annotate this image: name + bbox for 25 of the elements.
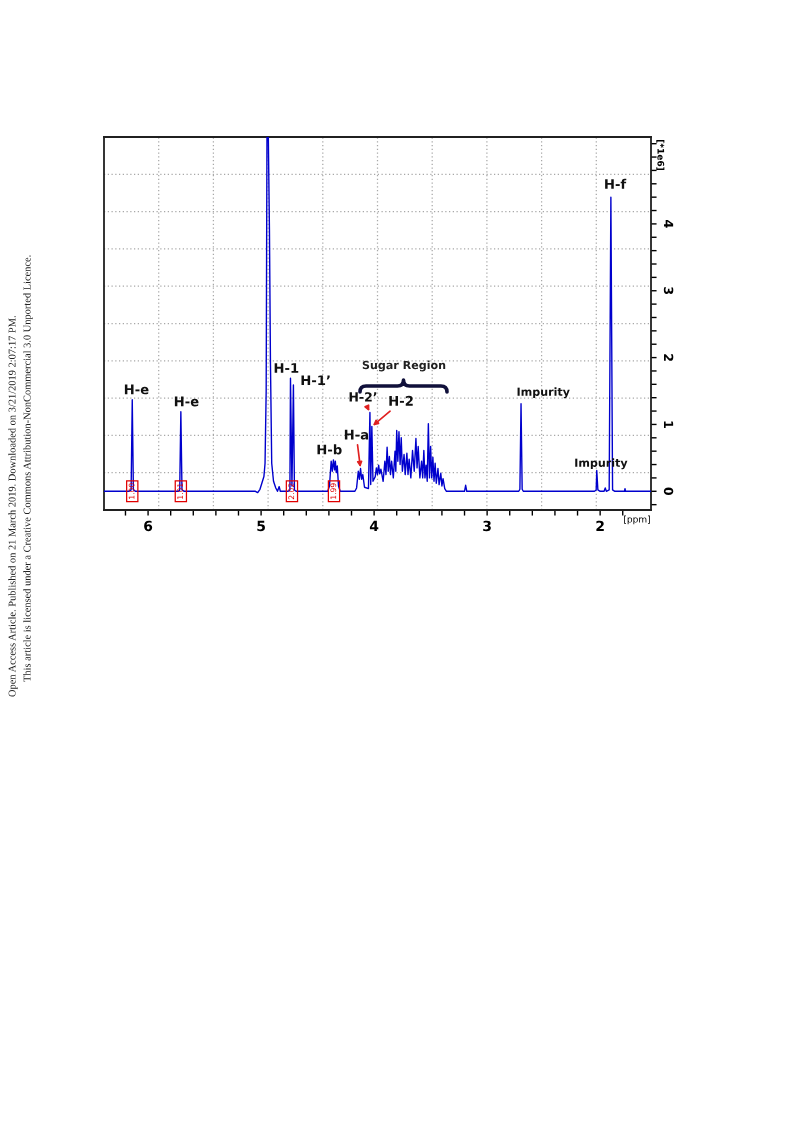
x-tick-label: 5 — [257, 520, 265, 532]
y-tick-label: 2 — [664, 354, 674, 361]
y-tick-label: 3 — [663, 287, 674, 295]
x-tick-label: 3 — [483, 520, 491, 532]
x-tick-label: 6 — [144, 520, 153, 532]
annotation: H-f — [605, 178, 627, 189]
y-axis-title: [*1e6] — [656, 139, 665, 171]
text: This article is licensed under a Creative Commons Attribution-NonCommercial 3.0 Unported Licence. — [23, 255, 33, 682]
annotation: H-e — [124, 384, 149, 395]
y-tick-label: 1 — [664, 421, 674, 428]
y-tick-label: 0 — [663, 487, 674, 496]
x-tick-label: 4 — [369, 520, 379, 531]
annotation: H-e — [174, 396, 199, 407]
annotation: H-b — [317, 444, 342, 455]
annotation: H-2 — [389, 395, 413, 406]
x-tick-label: 2 — [596, 520, 604, 531]
text: Open Access Article. Published on 21 March 2019. Downloaded on 3/21/2019 2:07:17 PM. — [8, 316, 18, 697]
x-axis-title: [ppm] — [624, 515, 650, 525]
annotation: Sugar Region — [362, 360, 446, 372]
annotation: H-1’ — [301, 375, 330, 386]
y-tick-label: 4 — [664, 220, 674, 228]
annotation: H-a — [344, 429, 369, 440]
annotation: H-1 — [274, 363, 299, 373]
annotation: Impurity — [517, 387, 570, 399]
annotation: H-2’ — [349, 392, 377, 402]
